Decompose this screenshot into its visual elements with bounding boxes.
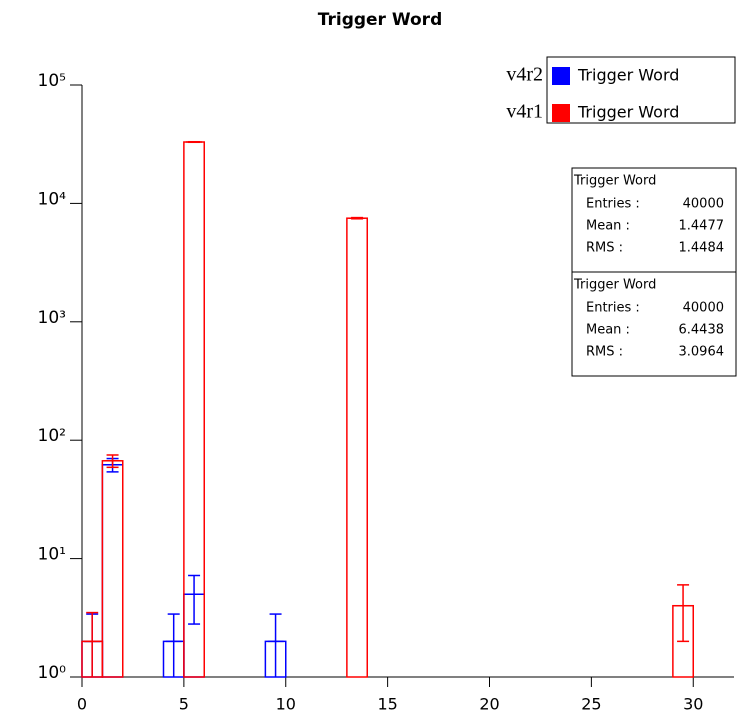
legend-box <box>546 56 736 124</box>
x-tick-label: 30 <box>683 695 703 714</box>
y-tick-label: 10³ <box>38 308 66 328</box>
histogram-bar <box>346 217 368 678</box>
stats-label: RMS : <box>586 241 623 256</box>
error-bar <box>165 613 182 677</box>
stats-label: Mean : <box>586 219 630 234</box>
stats-value: 3.0964 <box>679 345 725 360</box>
stats-value: 6.4438 <box>679 323 725 338</box>
error-bar <box>349 216 366 220</box>
stats-label: RMS : <box>586 345 623 360</box>
y-tick-label: 10² <box>38 426 66 446</box>
stats-label: Entries : <box>586 197 640 212</box>
x-tick-label: 15 <box>377 695 397 714</box>
y-tick-label: 10¹ <box>38 545 66 565</box>
histogram-bar <box>101 460 124 678</box>
error-bar <box>84 611 101 677</box>
series-label: v4r1 <box>506 101 543 123</box>
error-bar <box>186 574 203 625</box>
stats-box <box>571 271 737 377</box>
legend-swatch <box>552 67 570 85</box>
x-tick-label: 10 <box>276 695 296 714</box>
histogram-bar <box>101 464 124 678</box>
legend-swatch <box>552 104 570 122</box>
error-bar <box>267 613 284 677</box>
legend-label: Trigger Word <box>577 66 679 85</box>
stats-title: Trigger Word <box>573 174 656 189</box>
legend-label: Trigger Word <box>577 103 679 122</box>
y-tick-label: 10⁵ <box>38 71 66 91</box>
error-bar <box>186 140 203 144</box>
x-tick-label: 5 <box>179 695 189 714</box>
stats-title: Trigger Word <box>573 278 656 293</box>
x-tick-label: 20 <box>479 695 499 714</box>
series-label: v4r2 <box>506 64 543 86</box>
chart-title: Trigger Word <box>318 10 443 30</box>
stats-label: Mean : <box>586 323 630 338</box>
error-bar <box>104 454 121 469</box>
y-tick-label: 10⁰ <box>38 663 67 683</box>
stats-box <box>571 167 737 273</box>
stats-value: 40000 <box>683 301 724 316</box>
x-tick-label: 25 <box>581 695 601 714</box>
y-tick-label: 10⁴ <box>38 189 67 209</box>
stats-value: 1.4484 <box>679 241 725 256</box>
stats-value: 40000 <box>683 197 724 212</box>
stats-value: 1.4477 <box>679 219 725 234</box>
stats-label: Entries : <box>586 301 640 316</box>
error-bar <box>675 584 692 643</box>
x-tick-label: 0 <box>77 695 87 714</box>
